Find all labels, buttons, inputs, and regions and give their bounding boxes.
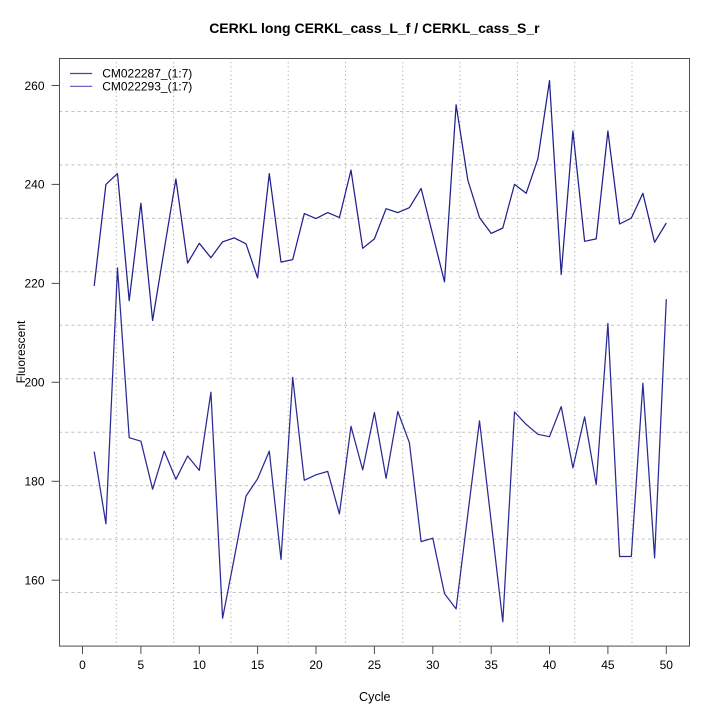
- svg-text:160: 160: [24, 574, 44, 588]
- svg-text:240: 240: [24, 178, 44, 192]
- svg-text:25: 25: [368, 658, 382, 672]
- svg-text:220: 220: [24, 277, 44, 291]
- svg-text:5: 5: [138, 658, 145, 672]
- svg-text:40: 40: [543, 658, 557, 672]
- svg-text:50: 50: [660, 658, 674, 672]
- svg-text:10: 10: [193, 658, 207, 672]
- svg-text:35: 35: [485, 658, 499, 672]
- svg-text:CM022293_(1:7): CM022293_(1:7): [102, 80, 192, 94]
- svg-text:30: 30: [426, 658, 440, 672]
- svg-text:CM022287_(1:7): CM022287_(1:7): [102, 66, 192, 80]
- svg-text:15: 15: [251, 658, 265, 672]
- svg-text:180: 180: [24, 475, 44, 489]
- svg-text:CERKL long CERKL_cass_L_f / CE: CERKL long CERKL_cass_L_f / CERKL_cass_S…: [209, 20, 540, 36]
- svg-text:200: 200: [24, 376, 44, 390]
- svg-text:260: 260: [24, 79, 44, 93]
- svg-text:0: 0: [79, 658, 86, 672]
- svg-text:Fluorescent: Fluorescent: [14, 320, 28, 383]
- svg-text:45: 45: [601, 658, 615, 672]
- svg-text:Cycle: Cycle: [359, 690, 391, 704]
- svg-text:20: 20: [309, 658, 323, 672]
